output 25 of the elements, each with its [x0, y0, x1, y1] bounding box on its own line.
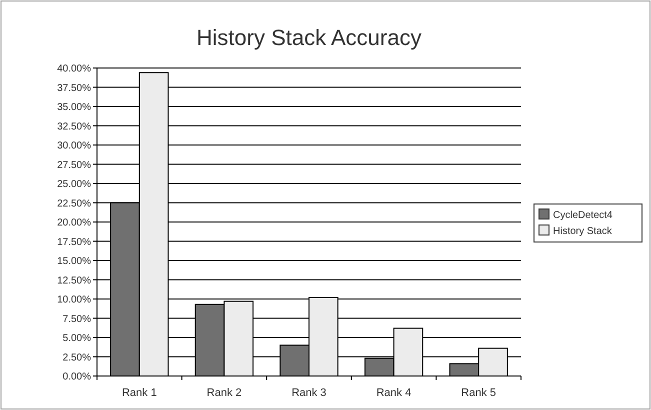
- y-tick-label: 5.00%: [62, 333, 92, 344]
- y-tick-label: 27.50%: [57, 160, 92, 171]
- x-tick-label: Rank 5: [461, 387, 496, 399]
- y-tick-label: 35.00%: [57, 102, 92, 113]
- y-tick-label: 15.00%: [57, 256, 92, 267]
- chart-title: History Stack Accuracy: [196, 25, 422, 50]
- x-tick-label: Rank 2: [206, 387, 242, 399]
- y-tick-label: 17.50%: [57, 236, 92, 248]
- y-tick-label: 40.00%: [57, 64, 92, 74]
- x-tick-label: Rank 4: [376, 387, 412, 399]
- legend-label: History Stack: [553, 226, 613, 237]
- y-tick-label: 20.00%: [57, 218, 92, 228]
- x-tick-label: Rank 1: [122, 387, 157, 399]
- y-tick-label: 37.50%: [57, 82, 92, 94]
- y-tick-label: 32.50%: [57, 121, 92, 132]
- y-tick-label: 7.50%: [62, 314, 92, 325]
- legend-label: CycleDetect4: [553, 210, 613, 221]
- x-tick-label: Rank 3: [292, 387, 326, 399]
- y-tick-label: 22.50%: [57, 198, 92, 210]
- y-tick-label: 30.00%: [57, 140, 92, 152]
- y-tick-label: 10.00%: [57, 294, 92, 306]
- y-tick-label: 0.00%: [62, 372, 92, 382]
- y-tick-label: 25.00%: [57, 179, 92, 190]
- y-tick-label: 2.50%: [62, 352, 92, 364]
- y-tick-label: 12.50%: [57, 275, 92, 286]
